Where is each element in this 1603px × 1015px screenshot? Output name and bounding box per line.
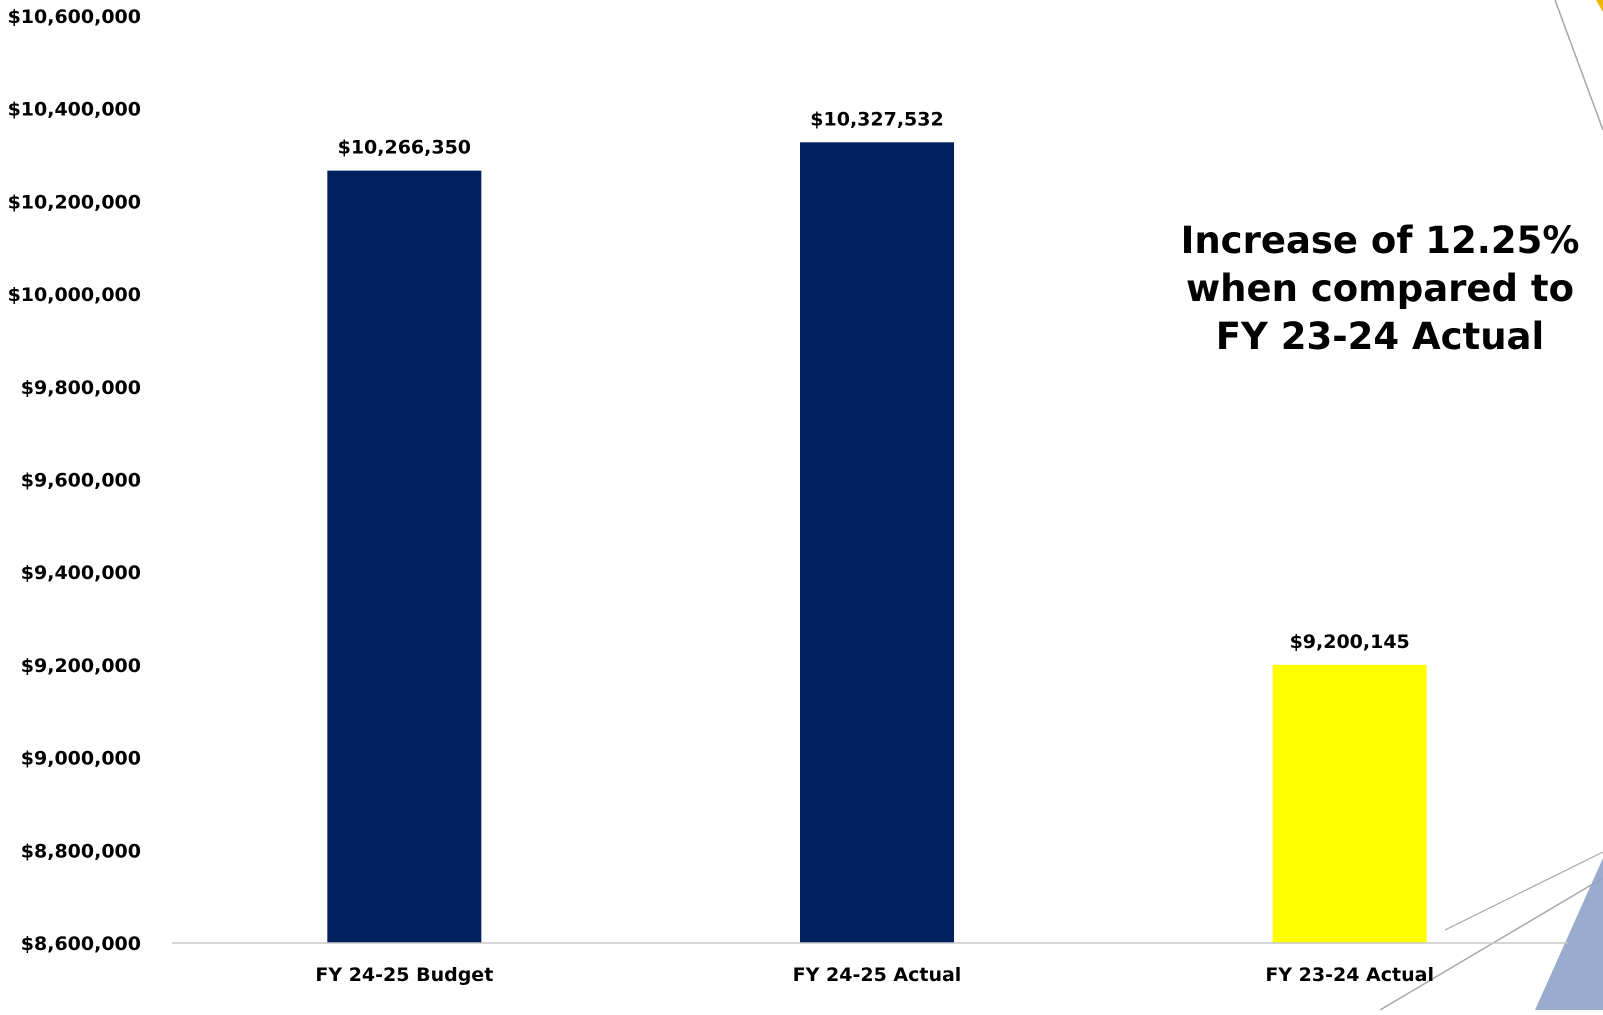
y-axis: $8,600,000 $8,800,000 $9,000,000 $9,200,000… bbox=[8, 6, 141, 955]
decor-line-top bbox=[1554, 0, 1603, 131]
bar bbox=[1272, 664, 1427, 943]
decor-triangle bbox=[1535, 858, 1603, 1010]
y-tick-label: $9,400,000 bbox=[21, 562, 141, 584]
increase-annotation: Increase of 12.25% when compared to FY 2… bbox=[1170, 217, 1590, 361]
x-category-label: FY 23-24 Actual bbox=[1265, 964, 1434, 986]
y-tick-label: $10,600,000 bbox=[8, 6, 141, 28]
y-tick-label: $8,800,000 bbox=[21, 840, 141, 862]
decor-line-bottom-a bbox=[1379, 877, 1603, 1011]
x-category-label: FY 24-25 Budget bbox=[315, 964, 493, 986]
slide-decoration bbox=[1379, 0, 1603, 1011]
y-tick-label: $10,200,000 bbox=[8, 191, 141, 213]
data-label: $10,327,532 bbox=[810, 108, 943, 130]
decor-accent bbox=[1596, 0, 1603, 12]
annotation-line-2: when compared to bbox=[1185, 267, 1574, 310]
y-tick-label: $10,400,000 bbox=[8, 99, 141, 121]
bar bbox=[800, 142, 954, 943]
x-axis: FY 24-25 Budget FY 24-25 Actual FY 23-24 A… bbox=[315, 964, 1434, 986]
bars: $10,266,350 $10,327,532 $9,200,145 bbox=[327, 108, 1427, 943]
annotation-line-3: FY 23-24 Actual bbox=[1215, 315, 1545, 358]
y-tick-label: $9,800,000 bbox=[21, 377, 141, 399]
data-label: $10,266,350 bbox=[338, 137, 471, 159]
bar bbox=[327, 170, 482, 943]
data-label: $9,200,145 bbox=[1290, 631, 1410, 653]
y-tick-label: $8,600,000 bbox=[21, 933, 141, 955]
y-tick-label: $9,600,000 bbox=[21, 470, 141, 492]
y-tick-label: $10,000,000 bbox=[8, 284, 141, 306]
y-tick-label: $9,200,000 bbox=[21, 655, 141, 677]
y-tick-label: $9,000,000 bbox=[21, 748, 141, 770]
decor-line-bottom-b bbox=[1444, 851, 1603, 931]
x-category-label: FY 24-25 Actual bbox=[793, 964, 962, 986]
annotation-line-1: Increase of 12.25% bbox=[1180, 219, 1580, 262]
